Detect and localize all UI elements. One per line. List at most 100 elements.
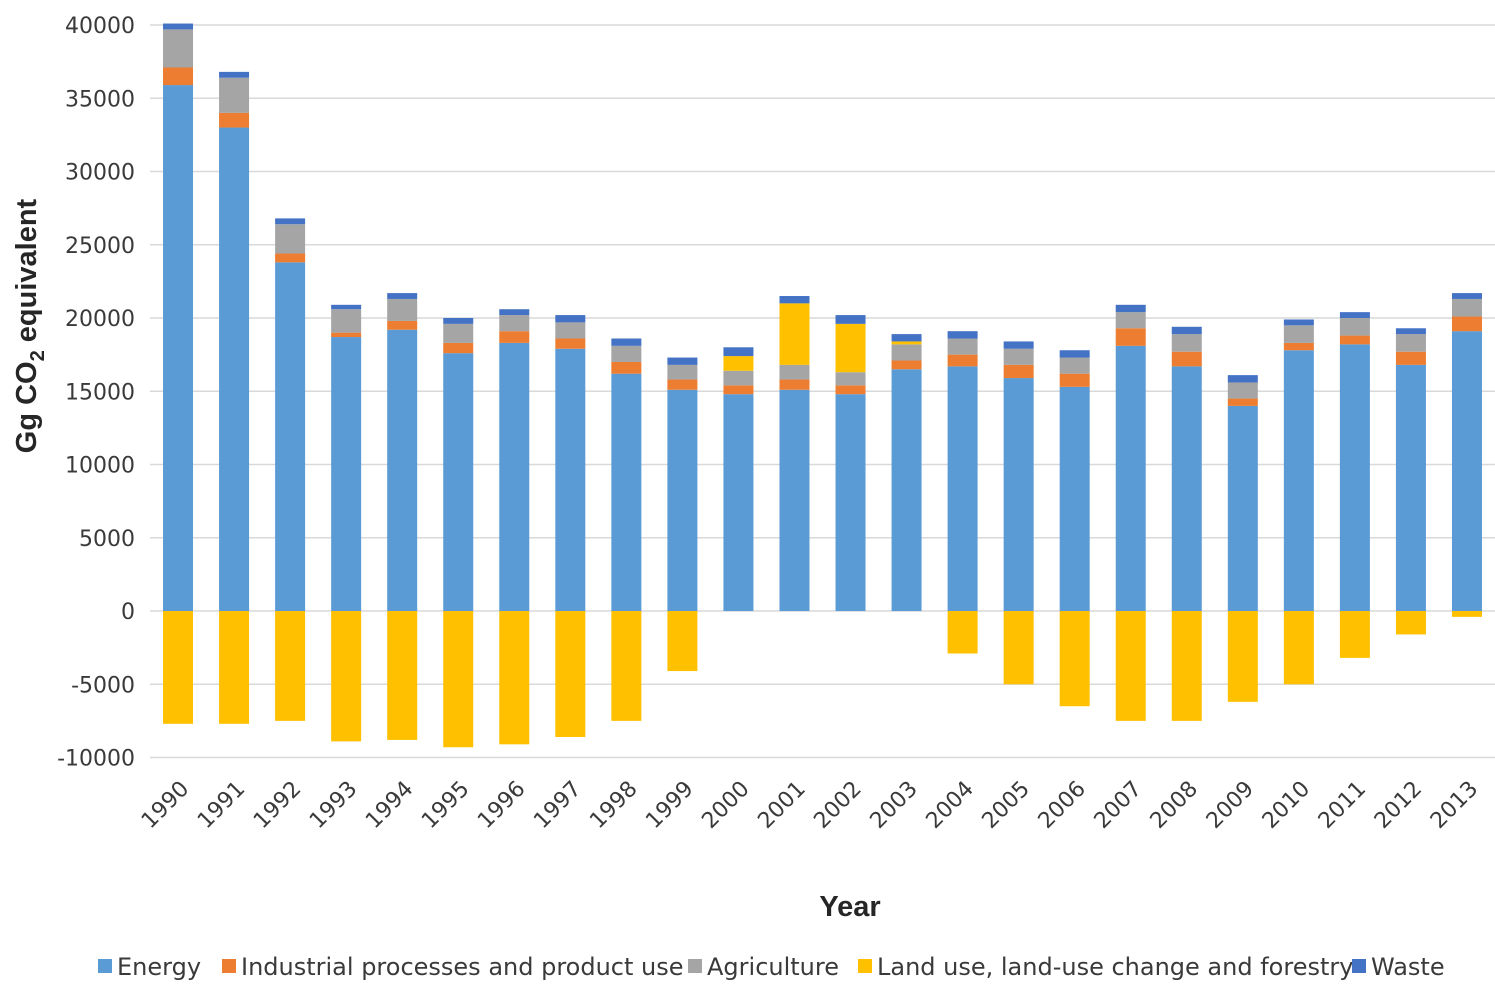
- bar-industrial-processes-and-product-use-1996: [499, 331, 530, 343]
- bar-industrial-processes-and-product-use-2005: [1003, 364, 1034, 379]
- x-tick-label: 2001: [753, 777, 810, 834]
- bar-land-use-land-use-change-and-forestry-2002: [835, 323, 866, 373]
- bar-industrial-processes-and-product-use-1998: [611, 361, 642, 374]
- legend-swatch: [222, 959, 236, 973]
- gridlines: [150, 24, 1495, 759]
- y-tick-label: -10000: [57, 747, 135, 772]
- y-tick-label: 15000: [65, 380, 135, 405]
- bar-energy-2010: [1283, 350, 1314, 611]
- bar-industrial-processes-and-product-use-2006: [1059, 373, 1090, 387]
- bar-land-use-land-use-change-and-forestry-1996: [499, 611, 530, 745]
- bar-agriculture-1992: [275, 224, 306, 254]
- bar-land-use-land-use-change-and-forestry-2008: [1171, 611, 1202, 721]
- bar-energy-2008: [1171, 366, 1202, 611]
- bars: [163, 23, 1482, 748]
- y-tick-label: 35000: [65, 87, 135, 112]
- bar-land-use-land-use-change-and-forestry-1995: [443, 611, 474, 748]
- bar-waste-2005: [1003, 341, 1034, 349]
- bar-land-use-land-use-change-and-forestry-2011: [1339, 611, 1370, 658]
- bar-energy-2004: [947, 366, 978, 611]
- bar-energy-1992: [275, 262, 306, 611]
- x-tick-labels: 1990199119921993199419951996199719981999…: [137, 777, 1483, 834]
- bar-waste-1995: [443, 318, 474, 324]
- bar-waste-2013: [1451, 293, 1482, 299]
- x-tick-label: 2006: [1034, 777, 1091, 834]
- bar-land-use-land-use-change-and-forestry-2003: [891, 341, 922, 345]
- legend: Energy Industrial processes and product u…: [98, 953, 1445, 981]
- bar-agriculture-2003: [891, 344, 922, 361]
- legend-label: Agriculture: [707, 953, 839, 981]
- x-tick-label: 2011: [1314, 777, 1371, 834]
- bar-agriculture-1997: [555, 322, 586, 339]
- bar-waste-2004: [947, 331, 978, 339]
- bar-land-use-land-use-change-and-forestry-1992: [275, 611, 306, 721]
- legend-swatch: [858, 959, 872, 973]
- bar-agriculture-1999: [667, 364, 698, 380]
- bar-agriculture-2000: [723, 370, 754, 386]
- bar-energy-2001: [779, 389, 810, 611]
- bar-industrial-processes-and-product-use-2013: [1451, 316, 1482, 332]
- bar-waste-1996: [499, 309, 530, 316]
- bar-waste-1994: [387, 293, 418, 299]
- bar-waste-1991: [219, 71, 250, 78]
- bar-land-use-land-use-change-and-forestry-2004: [947, 611, 978, 654]
- bar-agriculture-1996: [499, 315, 530, 332]
- bar-industrial-processes-and-product-use-2002: [835, 385, 866, 395]
- bar-energy-1991: [219, 127, 250, 612]
- bar-land-use-land-use-change-and-forestry-1991: [219, 611, 250, 724]
- bar-agriculture-1990: [163, 29, 194, 68]
- x-tick-label: 2002: [809, 777, 866, 834]
- bar-waste-2003: [891, 334, 922, 342]
- y-axis-title: Gg CO2 equivalent: [11, 198, 49, 453]
- x-tick-label: 2013: [1426, 777, 1483, 834]
- bar-industrial-processes-and-product-use-2009: [1227, 398, 1258, 406]
- bar-industrial-processes-and-product-use-2008: [1171, 351, 1202, 367]
- x-tick-label: 2012: [1370, 777, 1427, 834]
- bar-agriculture-2008: [1171, 334, 1202, 352]
- x-tick-label: 1993: [305, 777, 362, 834]
- bar-agriculture-2011: [1339, 318, 1370, 336]
- bar-industrial-processes-and-product-use-2007: [1115, 328, 1146, 346]
- bar-energy-2005: [1003, 378, 1034, 611]
- bar-agriculture-1995: [443, 323, 474, 343]
- bar-waste-1997: [555, 315, 586, 323]
- bar-industrial-processes-and-product-use-1999: [667, 379, 698, 390]
- bar-energy-1995: [443, 353, 474, 611]
- x-tick-label: 1998: [585, 777, 642, 834]
- bar-land-use-land-use-change-and-forestry-2013: [1451, 611, 1482, 617]
- x-tick-label: 2004: [922, 777, 979, 834]
- y-tick-label: 20000: [65, 307, 135, 332]
- y-tick-label: 0: [121, 600, 135, 625]
- bar-land-use-land-use-change-and-forestry-1998: [611, 611, 642, 721]
- bar-energy-2000: [723, 394, 754, 611]
- bar-agriculture-1998: [611, 345, 642, 362]
- bar-land-use-land-use-change-and-forestry-2012: [1395, 611, 1426, 635]
- bar-waste-2007: [1115, 304, 1146, 313]
- bar-waste-2000: [723, 347, 754, 357]
- bar-land-use-land-use-change-and-forestry-2001: [779, 303, 810, 365]
- bar-industrial-processes-and-product-use-2000: [723, 385, 754, 395]
- bar-energy-2013: [1451, 331, 1482, 611]
- bar-energy-1994: [387, 329, 418, 611]
- bar-land-use-land-use-change-and-forestry-2005: [1003, 611, 1034, 685]
- x-tick-label: 2003: [866, 777, 923, 834]
- bar-waste-2011: [1339, 312, 1370, 318]
- bar-waste-1998: [611, 338, 642, 346]
- legend-label: Land use, land-use change and forestry: [877, 953, 1353, 981]
- bar-agriculture-2006: [1059, 357, 1090, 374]
- bar-energy-1998: [611, 373, 642, 611]
- y-tick-label: -5000: [71, 673, 135, 698]
- bar-agriculture-2004: [947, 338, 978, 355]
- x-tick-label: 1996: [473, 777, 530, 834]
- bar-land-use-land-use-change-and-forestry-2009: [1227, 611, 1258, 702]
- x-tick-label: 1990: [137, 777, 194, 834]
- y-tick-label: 5000: [79, 527, 135, 552]
- x-tick-label: 1991: [193, 777, 250, 834]
- bar-energy-1999: [667, 389, 698, 611]
- legend-label: Industrial processes and product use: [241, 953, 684, 981]
- bar-energy-2012: [1395, 364, 1426, 611]
- bar-land-use-land-use-change-and-forestry-2006: [1059, 611, 1090, 707]
- bar-waste-1993: [331, 304, 362, 310]
- bar-agriculture-2007: [1115, 312, 1146, 329]
